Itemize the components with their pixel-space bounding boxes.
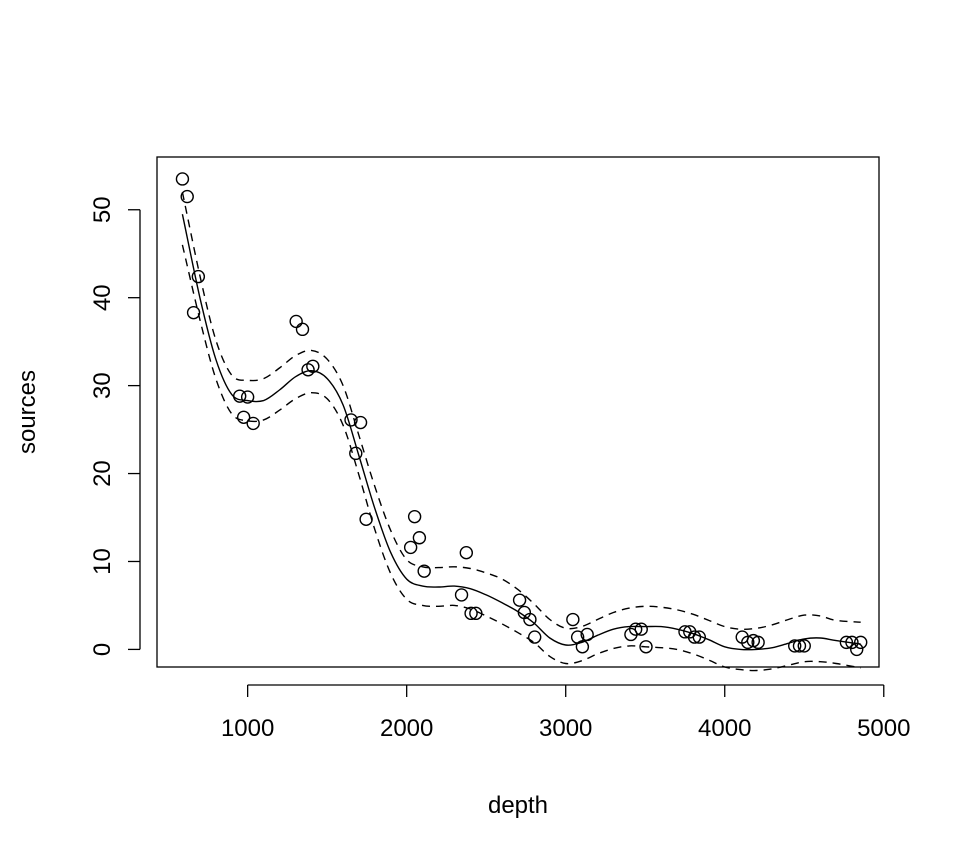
data-point xyxy=(639,640,653,654)
y-tick-label: 40 xyxy=(89,284,116,311)
data-point xyxy=(741,635,755,650)
upper-band-line xyxy=(181,192,861,630)
data-point xyxy=(566,612,580,627)
data-point xyxy=(295,322,310,337)
lower-band-line xyxy=(181,244,861,672)
data-point xyxy=(580,627,594,642)
x-tick-label: 2000 xyxy=(380,715,433,742)
data-point xyxy=(575,640,590,654)
data-point xyxy=(687,630,702,644)
data-point xyxy=(289,314,303,329)
data-point xyxy=(469,606,483,621)
data-point xyxy=(788,639,802,653)
data-point xyxy=(417,564,431,578)
data-point xyxy=(459,545,474,560)
data-point xyxy=(180,189,194,204)
data-point xyxy=(751,635,765,650)
data-point xyxy=(232,389,247,403)
data-point xyxy=(191,269,206,284)
x-tick-label: 1000 xyxy=(221,715,274,742)
data-point xyxy=(412,531,427,545)
x-tick-label: 4000 xyxy=(698,715,751,742)
data-point xyxy=(464,606,478,621)
y-axis-title: sources xyxy=(14,370,41,454)
data-point xyxy=(628,622,643,636)
data-point xyxy=(246,416,260,431)
data-point xyxy=(306,359,320,373)
data-point xyxy=(353,415,368,430)
data-point xyxy=(186,305,201,320)
data-point xyxy=(839,635,854,650)
data-point xyxy=(797,639,811,653)
fit-curves xyxy=(181,192,861,672)
x-tick-label: 3000 xyxy=(539,715,592,742)
data-points xyxy=(175,172,868,657)
y-tick-label: 30 xyxy=(89,372,116,399)
data-point xyxy=(845,635,859,650)
data-point xyxy=(175,172,190,186)
y-tick-label: 10 xyxy=(89,548,116,575)
y-tick-label: 0 xyxy=(89,643,116,656)
data-point xyxy=(240,390,255,404)
x-axis: 1000 2000 3000 4000 5000 xyxy=(221,684,910,742)
data-point xyxy=(523,612,537,627)
data-point xyxy=(792,639,807,653)
data-point xyxy=(349,446,363,461)
data-point xyxy=(634,622,648,636)
x-tick-label: 5000 xyxy=(857,715,910,742)
fit-line xyxy=(181,214,861,651)
data-point xyxy=(512,593,527,607)
data-point xyxy=(692,630,706,644)
x-axis-title: depth xyxy=(488,792,548,819)
data-point xyxy=(407,509,422,524)
data-point xyxy=(344,413,358,427)
y-tick-label: 50 xyxy=(89,196,116,223)
data-point xyxy=(850,642,864,657)
data-point xyxy=(527,630,542,644)
data-point xyxy=(854,635,868,650)
y-axis: 0 10 20 30 40 50 xyxy=(89,196,141,656)
data-point xyxy=(454,588,469,602)
plot-box xyxy=(156,156,880,668)
data-point xyxy=(236,410,251,424)
data-point xyxy=(359,512,373,526)
y-tick-label: 20 xyxy=(89,460,116,487)
data-point xyxy=(403,540,418,555)
